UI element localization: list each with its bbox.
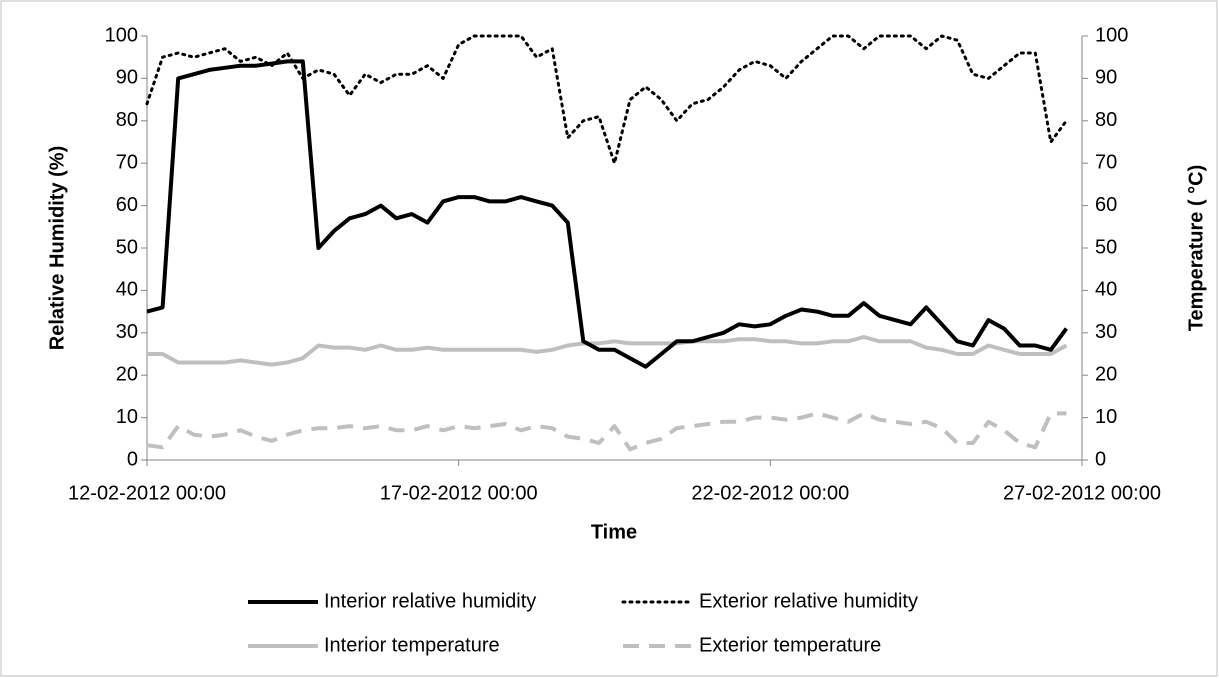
y2-tick-label: 90 [1095, 67, 1117, 89]
y2-tick-label: 80 [1095, 109, 1117, 131]
series-line [146, 411, 1067, 452]
legend-label: Exterior relative humidity [699, 590, 918, 612]
y2-axis-title: Temperature ( °C) [1185, 165, 1207, 332]
y-tick-label: 30 [116, 321, 138, 343]
y-tick-label: 50 [116, 236, 138, 258]
x-tick-label: 12-02-2012 00:00 [68, 482, 226, 504]
x-tick-label: 17-02-2012 00:00 [380, 482, 538, 504]
y2-tick-label: 60 [1095, 194, 1117, 216]
legend-label: Exterior temperature [699, 634, 881, 656]
series-line [145, 34, 1068, 165]
y2-tick-label: 0 [1095, 448, 1106, 470]
y-tick-label: 70 [116, 151, 138, 173]
x-tick-label: 22-02-2012 00:00 [691, 482, 849, 504]
y2-tick-label: 30 [1095, 321, 1117, 343]
y-tick-label: 20 [116, 363, 138, 385]
y2-tick-label: 100 [1095, 24, 1128, 46]
y-tick-label: 0 [127, 448, 138, 470]
y-tick-label: 80 [116, 109, 138, 131]
y2-tick-label: 20 [1095, 363, 1117, 385]
legend-label: Interior temperature [324, 634, 500, 656]
legend-label: Interior relative humidity [324, 590, 536, 612]
y-tick-label: 90 [116, 67, 138, 89]
y2-tick-label: 10 [1095, 406, 1117, 428]
y-axis-title: Relative Humidity (%) [46, 146, 68, 350]
x-axis-title: Time [591, 521, 637, 543]
y-tick-label: 40 [116, 279, 138, 301]
y2-tick-label: 50 [1095, 236, 1117, 258]
y2-tick-label: 70 [1095, 151, 1117, 173]
y-tick-label: 60 [116, 194, 138, 216]
y2-tick-label: 40 [1095, 279, 1117, 301]
series-line [146, 59, 1069, 369]
y-tick-label: 10 [116, 406, 138, 428]
x-tick-label: 27-02-2012 00:00 [1003, 482, 1161, 504]
y-tick-label: 100 [105, 24, 138, 46]
series-line [147, 335, 1068, 367]
